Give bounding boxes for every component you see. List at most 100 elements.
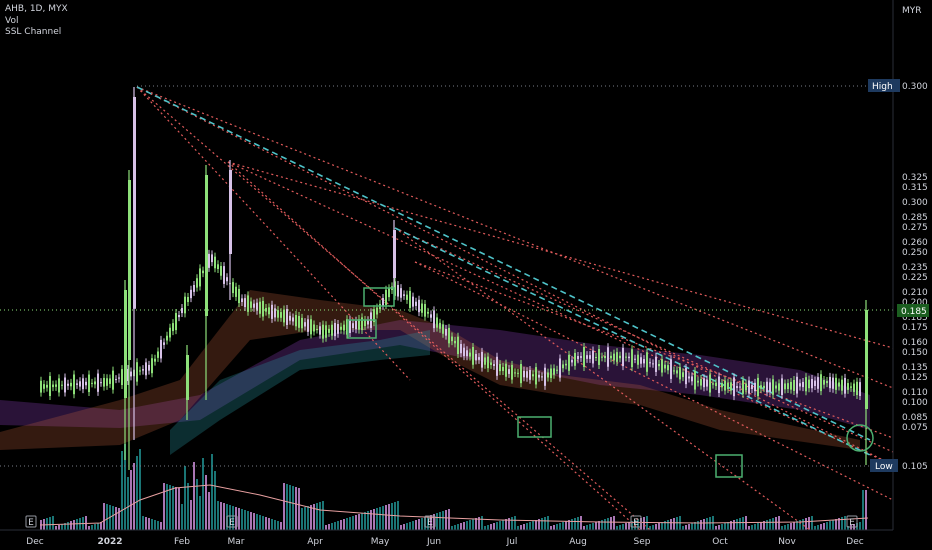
candle-body xyxy=(826,380,828,384)
symbol-title[interactable]: AHB, 1D, MYX xyxy=(5,4,68,14)
volume-bar xyxy=(595,522,597,530)
volume-bar xyxy=(439,512,441,530)
candle-body xyxy=(193,285,195,292)
candle-body xyxy=(307,319,309,332)
volume-bar xyxy=(688,524,690,530)
volume-bar xyxy=(274,520,276,530)
volume-bar xyxy=(415,520,417,530)
candle-body xyxy=(49,376,51,397)
volume-bar xyxy=(778,516,780,530)
price-tick-label: 0.150 xyxy=(902,348,928,358)
candle-body xyxy=(292,317,294,322)
volume-bar xyxy=(751,525,753,530)
candle-body xyxy=(393,230,396,278)
candle-body xyxy=(52,384,54,388)
candle-body xyxy=(574,352,576,366)
volume-bar xyxy=(547,516,549,530)
candle-body xyxy=(673,370,675,372)
volume-bar xyxy=(100,522,102,530)
candle-body xyxy=(712,383,714,385)
volume-bar xyxy=(472,519,474,530)
ssl-channel-indicator-label[interactable]: SSL Channel xyxy=(5,27,62,37)
volume-bar xyxy=(157,521,159,530)
candle-body xyxy=(184,296,186,314)
candle-body xyxy=(676,370,678,374)
candle-body xyxy=(262,300,264,317)
earnings-marker xyxy=(25,515,37,528)
volume-bar xyxy=(436,513,438,530)
candle-body xyxy=(340,326,342,330)
candle-body xyxy=(253,303,255,308)
candle-body xyxy=(169,327,171,338)
candle-body xyxy=(739,386,741,388)
candle-body xyxy=(601,356,603,358)
candle-body xyxy=(190,289,192,299)
candle-body xyxy=(418,299,420,313)
candle-body xyxy=(475,353,477,361)
volume-bar xyxy=(592,523,594,530)
volume-bar xyxy=(391,503,393,530)
price-tick-label: 0.175 xyxy=(902,323,928,333)
volume-bar xyxy=(475,518,477,530)
volume-bar xyxy=(715,526,717,530)
trendline-dashed xyxy=(394,227,871,456)
volume-bar xyxy=(655,524,657,530)
volume-bar xyxy=(790,523,792,530)
price-tick-label: 0.225 xyxy=(902,273,928,283)
candle-body xyxy=(580,356,582,358)
candle-body xyxy=(628,356,630,359)
candle-body xyxy=(565,363,567,366)
volume-bar xyxy=(442,511,444,530)
volume-bar xyxy=(748,526,750,530)
time-tick-label: Feb xyxy=(174,537,190,547)
candle-body xyxy=(451,336,453,342)
candle-body xyxy=(211,254,213,263)
low-badge xyxy=(870,459,898,472)
candle-body xyxy=(805,377,807,392)
candle-body xyxy=(724,380,726,391)
candle-body xyxy=(697,380,699,383)
volume-bar xyxy=(598,521,600,530)
candle-body xyxy=(670,359,672,379)
volume-bar xyxy=(532,521,534,530)
volume-bar xyxy=(334,522,336,530)
volume-indicator-label[interactable]: Vol xyxy=(5,15,19,26)
volume-bar xyxy=(184,466,186,530)
volume-bar xyxy=(145,517,147,530)
candle-body xyxy=(547,372,549,378)
volume-bar xyxy=(373,509,375,530)
volume-bar xyxy=(139,449,141,530)
price-tick-label: 0.160 xyxy=(902,338,928,348)
time-axis[interactable]: Dec 2022 Feb Mar Apr May Jun Jul Aug Sep Oct Nov Dec xyxy=(26,537,863,547)
volume-bar xyxy=(676,517,678,530)
volume-bar xyxy=(127,477,129,530)
volume-bar xyxy=(259,515,261,530)
ssl-band-teal xyxy=(170,330,430,455)
candle-body xyxy=(319,326,321,335)
candle-body xyxy=(373,309,375,323)
candle-body xyxy=(505,363,507,377)
volume-bar xyxy=(385,505,387,530)
volume-bar xyxy=(697,521,699,530)
volume-bar xyxy=(571,519,573,530)
volume-bar xyxy=(94,524,96,530)
volume-bar xyxy=(403,524,405,530)
candle-body xyxy=(148,364,150,371)
candle-body xyxy=(829,376,831,389)
candle-body xyxy=(85,381,87,386)
candle-body xyxy=(94,381,96,385)
volume-bar xyxy=(256,514,258,530)
volume-bar xyxy=(763,521,765,530)
candle-body xyxy=(331,324,333,336)
candle-body xyxy=(91,382,93,384)
time-tick-label: Aug xyxy=(569,537,587,547)
price-tick-label: 0.185 xyxy=(902,313,928,323)
candle-body xyxy=(154,358,156,362)
earnings-marker-label: E xyxy=(427,518,433,528)
candle-body xyxy=(658,363,660,367)
candle-body xyxy=(499,364,501,372)
candle-body xyxy=(787,383,789,390)
